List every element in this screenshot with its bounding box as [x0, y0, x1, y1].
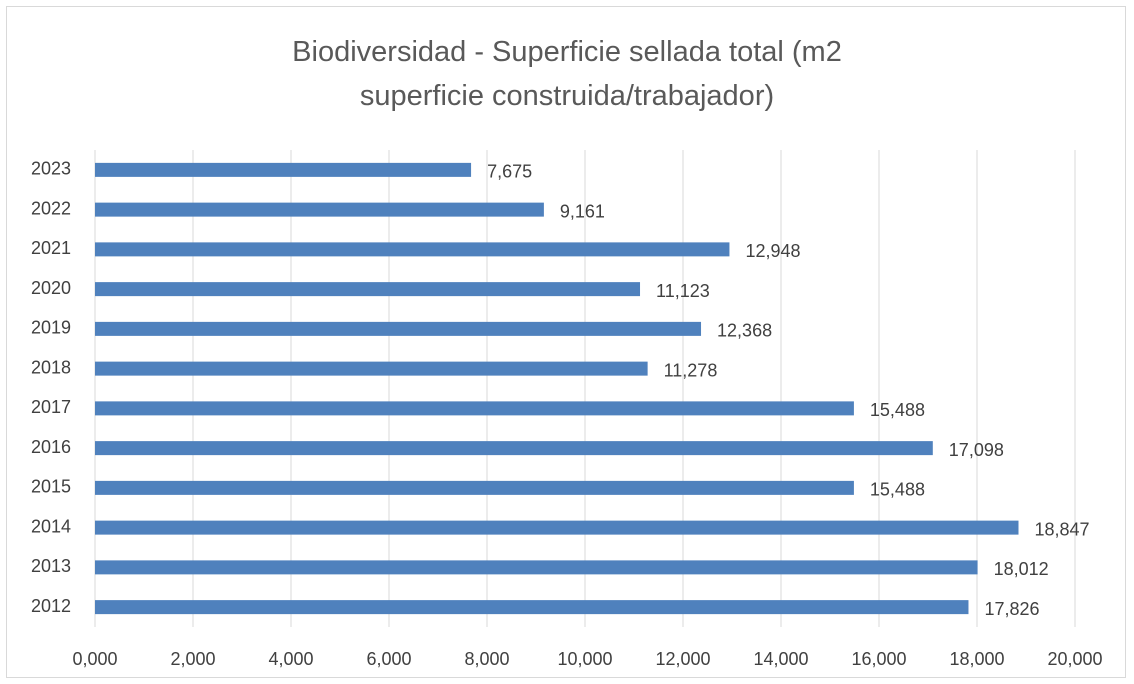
y-tick-label: 2014 — [31, 516, 71, 536]
bar — [95, 600, 969, 615]
y-tick-label: 2023 — [31, 159, 71, 179]
y-tick-label: 2015 — [31, 477, 71, 497]
bar — [95, 162, 472, 177]
chart-border — [6, 6, 1126, 678]
data-label: 11,123 — [656, 281, 710, 301]
y-tick-label: 2018 — [31, 357, 71, 377]
bar — [95, 560, 978, 575]
data-label: 15,488 — [870, 400, 925, 420]
data-label: 11,278 — [664, 360, 718, 380]
bar — [95, 361, 648, 376]
bar — [95, 520, 1019, 535]
bar — [95, 202, 544, 217]
data-label: 18,012 — [994, 559, 1049, 579]
x-tick-label: 18,000 — [949, 649, 1004, 669]
data-label: 17,826 — [984, 599, 1039, 619]
y-tick-label: 2022 — [31, 198, 71, 218]
y-tick-label: 2012 — [31, 596, 71, 616]
y-tick-label: 2020 — [31, 278, 71, 298]
data-label: 9,161 — [560, 201, 605, 221]
x-tick-label: 2,000 — [170, 649, 215, 669]
chart-title: Biodiversidad - Superficie sellada total… — [292, 36, 842, 112]
data-label: 7,675 — [487, 162, 532, 182]
x-tick-label: 16,000 — [851, 649, 906, 669]
x-tick-label: 8,000 — [464, 649, 509, 669]
data-label: 12,368 — [717, 321, 772, 341]
data-label: 18,847 — [1035, 519, 1090, 539]
y-tick-label: 2016 — [31, 437, 71, 457]
x-tick-label: 10,000 — [557, 649, 612, 669]
bar — [95, 282, 641, 297]
x-tick-label: 14,000 — [753, 649, 808, 669]
data-label: 12,948 — [745, 241, 800, 261]
bar — [95, 401, 854, 416]
bar — [95, 480, 854, 495]
x-tick-label: 20,000 — [1047, 649, 1102, 669]
x-tick-label: 4,000 — [268, 649, 313, 669]
bar — [95, 441, 933, 456]
y-tick-label: 2019 — [31, 318, 71, 338]
y-tick-label: 2013 — [31, 556, 71, 576]
bar — [95, 242, 730, 257]
data-label: 15,488 — [870, 480, 925, 500]
x-tick-label: 0,000 — [72, 649, 117, 669]
y-tick-label: 2021 — [31, 238, 71, 258]
x-tick-label: 6,000 — [366, 649, 411, 669]
y-tick-label: 2017 — [31, 397, 71, 417]
bar — [95, 321, 702, 336]
x-tick-label: 12,000 — [655, 649, 710, 669]
data-label: 17,098 — [949, 440, 1004, 460]
